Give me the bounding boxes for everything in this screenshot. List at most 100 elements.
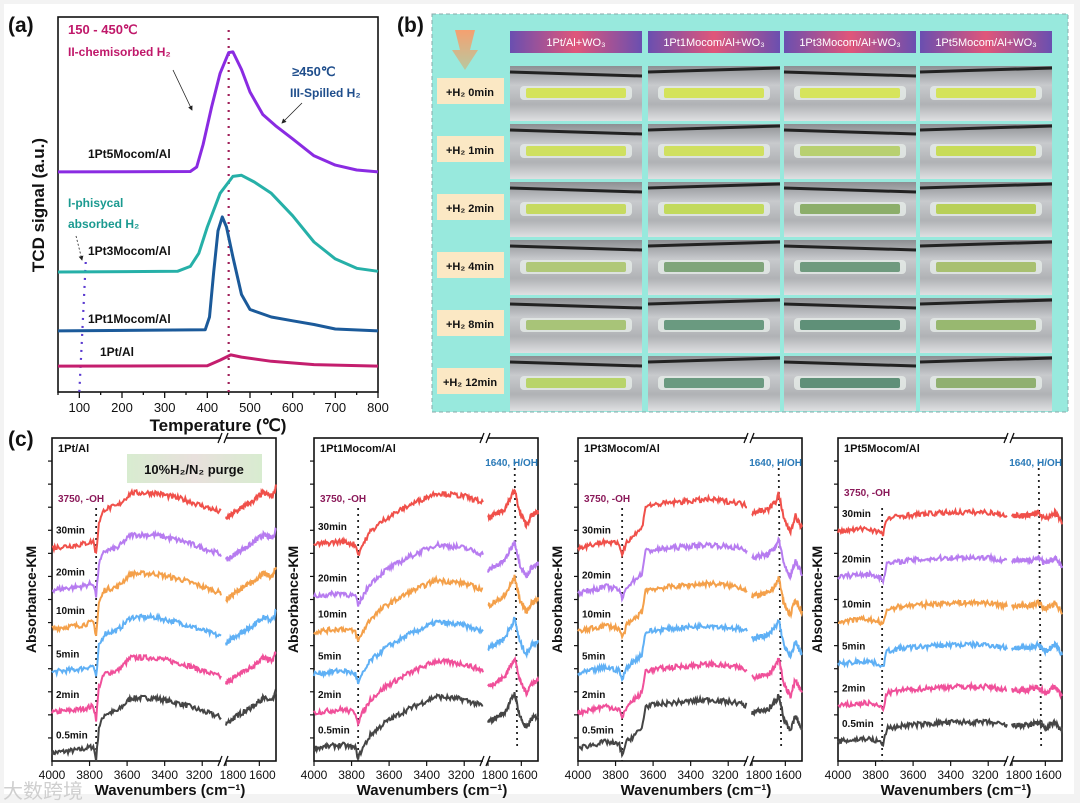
axis-break-mark: [217, 755, 223, 767]
spectrum-line-20min-right: [751, 536, 803, 582]
time-label: 20min: [582, 571, 611, 582]
photo-edge: [783, 302, 917, 310]
drifts-subplot: 4000 3800 3600 3400 3200 1800 1600Wavenumbers …: [23, 432, 277, 799]
x-tick-label: 3400: [677, 768, 704, 782]
spectrum-line-20min-right: [225, 526, 277, 563]
time-label: 2min: [56, 690, 79, 701]
annotation-physical-2: absorbed H₂: [68, 217, 139, 231]
sample-powder: [800, 88, 900, 98]
panel-b-photo-grid: (b) 1Pt/Al+WO₃ 1Pt1Mocom/Al+WO₃ 1Pt3Mocom/A…: [397, 13, 1069, 413]
drifts-subplot: 4000 3800 3600 3400 3200 1800 1600Wavenumbers …: [809, 432, 1063, 799]
photo-edge: [647, 356, 781, 364]
x-tick-label: 3800: [76, 768, 103, 782]
x-tick-label: 3200: [972, 768, 999, 782]
x-tick-label: 3800: [862, 768, 889, 782]
axis-break-mark: [743, 432, 749, 444]
row-label-box: [437, 310, 504, 336]
photo-cell: [783, 240, 917, 295]
axis-break-mark: [485, 432, 491, 444]
annotation-spilled: III-Spilled H₂: [290, 86, 361, 100]
subplot-title: 1Pt1Mocom/Al: [320, 443, 396, 455]
time-label: 0.5min: [582, 726, 614, 737]
series-label: 1Pt3Mocom/Al: [88, 244, 171, 258]
photo-edge: [509, 302, 643, 310]
photo-cell: [919, 66, 1053, 121]
photo-edge: [509, 244, 643, 252]
x-tick-label: 200: [111, 400, 133, 415]
spectrum-line-10min-right: [487, 574, 539, 614]
x-tick-label: 3600: [900, 768, 927, 782]
x-axis-title: Wavenumbers (cm⁻¹): [881, 782, 1032, 799]
axis-break-gap: [747, 435, 752, 764]
row-label-box: [437, 194, 504, 220]
x-tick-label: 1800: [746, 768, 773, 782]
time-label: 2min: [318, 690, 341, 701]
sample-powder: [664, 146, 764, 156]
photo-cell: [509, 298, 643, 353]
spectrum-line-20min: [313, 539, 484, 607]
panel-label-b: (b): [397, 14, 424, 37]
spectrum-line-0.5min: [51, 692, 222, 762]
annotation-hoh: 1640, H/OH: [749, 458, 802, 469]
row-label: +H₂ 4min: [446, 261, 494, 273]
x-tick-label: 3800: [602, 768, 629, 782]
sample-powder: [526, 204, 626, 214]
sample-powder: [800, 378, 900, 388]
series-line-1ptal: [57, 353, 379, 368]
x-tick-label: 3200: [186, 768, 213, 782]
time-label: 30min: [842, 509, 871, 520]
annotation-hoh: 1640, H/OH: [1009, 458, 1062, 469]
axis-break-mark: [479, 755, 485, 767]
sample-powder: [664, 262, 764, 272]
photo-cell: [509, 66, 643, 121]
panel-a-tpd-chart: (a) 100 200 300 400 500 600 700 800 Temperature (…: [8, 14, 389, 435]
time-label: 30min: [582, 525, 611, 536]
photo-edge: [919, 298, 1053, 306]
x-axis-title: Wavenumbers (cm⁻¹): [621, 782, 772, 799]
spectrum-line-5min: [51, 611, 222, 678]
time-label: 5min: [582, 651, 605, 662]
x-tick-label: 400: [196, 400, 218, 415]
spectrum-line-2min-right: [1011, 682, 1063, 700]
x-tick-label: 3200: [712, 768, 739, 782]
photo-cell: [783, 124, 917, 179]
arrow-icon: [172, 69, 193, 111]
photo-cell: [783, 356, 917, 411]
photo-cell: [919, 356, 1053, 411]
x-tick-label: 1800: [482, 768, 509, 782]
axis-break-mark: [1003, 755, 1009, 767]
row-label: +H₂ 12min: [443, 377, 497, 389]
spectrum-line-30min-right: [487, 488, 539, 530]
time-label: 2min: [842, 684, 865, 695]
time-label: 20min: [318, 574, 347, 585]
photo-edge: [783, 360, 917, 368]
drifts-subplot: 4000 3800 3600 3400 3200 1800 1600Wavenumbers …: [285, 432, 539, 799]
spectrum-line-0.5min-right: [751, 693, 803, 732]
subplot-title: 1Pt/Al: [58, 443, 89, 455]
x-tick-label: 4000: [301, 768, 328, 782]
photo-edge: [783, 128, 917, 136]
arrow-icon: [281, 102, 303, 124]
time-label: 20min: [56, 567, 85, 578]
x-tick-label: 4000: [565, 768, 592, 782]
x-tick-label: 1600: [775, 768, 802, 782]
spectrum-line-2min: [313, 657, 484, 728]
axis-break-gap: [221, 435, 226, 764]
annotation-range-low: 150 - 450℃: [68, 22, 138, 37]
spectrum-line-2min-right: [751, 657, 803, 699]
series-label: 1Pt5Mocom/Al: [88, 147, 171, 161]
photo-cell: [783, 298, 917, 353]
photo-cell: [647, 182, 781, 237]
y-axis-title: TCD signal (a.u.): [29, 138, 48, 272]
series-line-1pt5mocomal: [57, 50, 379, 174]
spectrum-line-20min: [51, 529, 222, 598]
photo-cell: [509, 240, 643, 295]
photo-cell: [509, 182, 643, 237]
photo-cell: [509, 356, 643, 411]
sample-powder: [664, 378, 764, 388]
x-tick-label: 3200: [448, 768, 475, 782]
axis-break-mark: [1009, 432, 1015, 444]
photo-edge: [783, 244, 917, 252]
series-label: 1Pt/Al: [100, 345, 134, 359]
x-tick-label: 500: [239, 400, 261, 415]
